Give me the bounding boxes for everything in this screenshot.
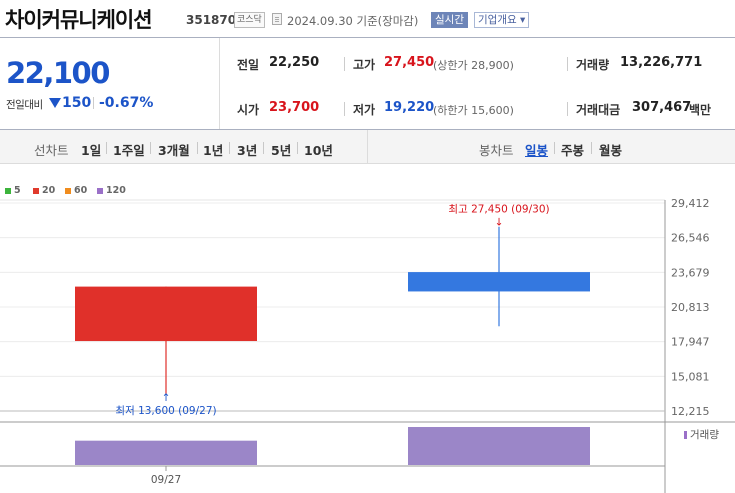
divider bbox=[554, 142, 555, 154]
divider bbox=[197, 142, 198, 154]
market-badge: 코스닥 bbox=[234, 12, 265, 28]
volume-value: 13,226,771 bbox=[620, 55, 703, 70]
current-price: 22,100 bbox=[6, 56, 110, 90]
divider bbox=[263, 142, 264, 154]
stock-name: 차이커뮤니케이션 bbox=[5, 8, 153, 32]
open-value: 23,700 bbox=[269, 100, 320, 115]
divider bbox=[297, 142, 298, 154]
high-label: 고가 bbox=[353, 58, 376, 72]
upper-limit: (상한가 28,900) bbox=[433, 59, 514, 72]
realtime-button[interactable]: 실시간 bbox=[431, 12, 468, 28]
candle-chart-label: 봉차트 bbox=[479, 143, 514, 158]
tab-5y[interactable]: 5년 bbox=[271, 143, 292, 158]
volume-legend-label: 거래량 bbox=[690, 429, 719, 441]
prev-close-label: 전일 bbox=[237, 58, 260, 72]
volume-label: 거래량 bbox=[576, 58, 610, 72]
lower-limit: (하한가 15,600) bbox=[433, 104, 514, 117]
candlestick-chart: 29,412 26,546 23,679 20,813 17,947 15,081 12,2… bbox=[0, 197, 735, 493]
candle-body bbox=[408, 272, 590, 292]
divider bbox=[106, 142, 107, 154]
divider bbox=[0, 129, 735, 130]
company-info-dropdown[interactable]: 기업개요 ▾ bbox=[474, 12, 530, 28]
low-value: 19,220 bbox=[384, 100, 435, 115]
low-label: 저가 bbox=[353, 103, 376, 117]
stock-code: 351870 bbox=[186, 13, 237, 27]
y-tick-label: 26,546 bbox=[671, 232, 710, 245]
tab-3y[interactable]: 3년 bbox=[237, 143, 258, 158]
base-date: 2024.09.30 기준(장마감) bbox=[287, 14, 419, 28]
tab-10y[interactable]: 10년 bbox=[304, 143, 333, 158]
divider bbox=[344, 102, 345, 116]
y-tick-label: 15,081 bbox=[671, 370, 710, 383]
down-arrow-icon bbox=[49, 98, 61, 108]
ma20-swatch bbox=[33, 188, 39, 194]
ma5-swatch bbox=[5, 188, 11, 194]
change-value: 150 bbox=[62, 95, 92, 111]
volume-legend-swatch bbox=[684, 431, 687, 439]
ma20-label: 20 bbox=[42, 185, 56, 196]
y-tick-label: 29,412 bbox=[671, 197, 710, 210]
tab-weekly[interactable]: 주봉 bbox=[561, 143, 585, 158]
high-annotation: 최고 27,450 (09/30) bbox=[448, 204, 549, 216]
ma5-label: 5 bbox=[14, 185, 21, 196]
change-percent: -0.67% bbox=[99, 95, 154, 111]
divider bbox=[0, 37, 735, 38]
y-tick-label: 23,679 bbox=[671, 266, 710, 279]
tab-1y[interactable]: 1년 bbox=[203, 143, 224, 158]
candle-body bbox=[75, 286, 257, 342]
high-arrow-icon: ↓ bbox=[495, 217, 504, 229]
x-tick-label: 09/27 bbox=[151, 474, 181, 486]
divider bbox=[344, 57, 345, 71]
y-tick-label: 12,215 bbox=[671, 405, 710, 418]
low-arrow-icon: ↑ bbox=[162, 392, 171, 404]
amount-label: 거래대금 bbox=[576, 103, 621, 117]
tab-1w[interactable]: 1주일 bbox=[113, 143, 145, 158]
prev-compare-label: 전일대비 bbox=[6, 99, 43, 111]
divider bbox=[150, 142, 151, 154]
amount-value: 307,467 bbox=[632, 100, 692, 115]
tab-monthly[interactable]: 월봉 bbox=[599, 143, 623, 158]
ma60-label: 60 bbox=[74, 185, 88, 196]
y-tick-label: 20,813 bbox=[671, 301, 710, 314]
volume-bar bbox=[408, 427, 590, 465]
divider bbox=[93, 97, 94, 109]
divider bbox=[567, 102, 568, 116]
divider bbox=[229, 142, 230, 154]
tab-3m[interactable]: 3개월 bbox=[158, 143, 190, 158]
ma120-swatch bbox=[97, 188, 103, 194]
tab-daily[interactable]: 일봉 bbox=[525, 143, 549, 158]
divider bbox=[367, 130, 368, 164]
divider bbox=[591, 142, 592, 154]
low-annotation: 최저 13,600 (09/27) bbox=[115, 405, 216, 417]
open-label: 시가 bbox=[237, 103, 260, 117]
ma120-label: 120 bbox=[106, 185, 126, 196]
prev-close-value: 22,250 bbox=[269, 55, 320, 70]
amount-unit: 백만 bbox=[689, 103, 712, 117]
document-icon bbox=[272, 13, 282, 25]
divider bbox=[567, 57, 568, 71]
high-value: 27,450 bbox=[384, 55, 435, 70]
volume-bar bbox=[75, 440, 257, 465]
ma60-swatch bbox=[65, 188, 71, 194]
y-tick-label: 17,947 bbox=[671, 336, 710, 349]
line-chart-label: 선차트 bbox=[34, 143, 69, 158]
price-box bbox=[0, 38, 220, 129]
tab-1d[interactable]: 1일 bbox=[81, 143, 102, 158]
